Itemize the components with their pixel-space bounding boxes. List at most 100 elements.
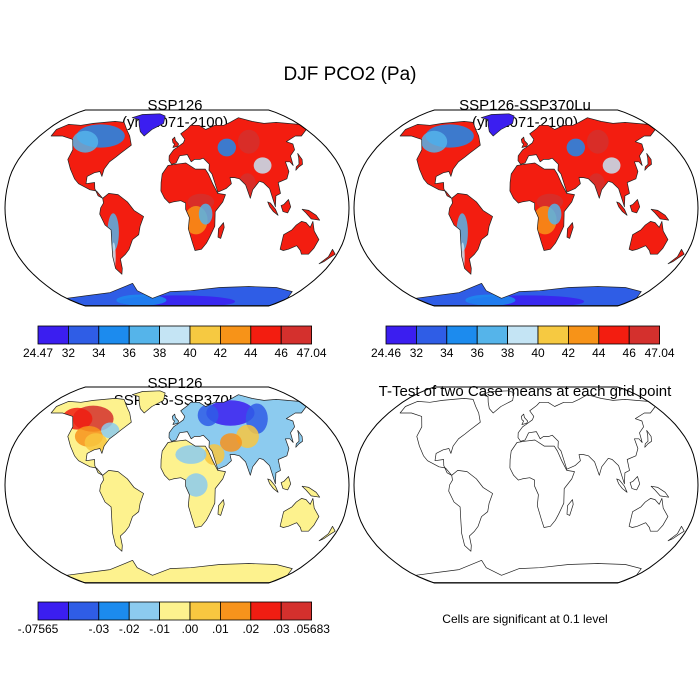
panel1-land-southAmerica — [99, 193, 144, 275]
panel3-colorbar-label-3: -.02 — [119, 622, 140, 636]
panel2-colorbar-cell-9 — [628, 325, 661, 345]
panel2-colorbar-label-2: 32 — [410, 346, 424, 360]
panel1-map-frame — [4, 109, 350, 307]
panel3-colorbar-label-7: .02 — [242, 622, 259, 636]
panel3-coast-newGuinea — [301, 485, 321, 498]
panel1-colorbar-cell-7 — [219, 325, 252, 345]
panel2-colorbar-label-5: 38 — [501, 346, 515, 360]
panel4-coast-sumatra — [616, 478, 628, 493]
panel2-coast-newZealand — [667, 248, 685, 265]
panel3-coast-australia — [279, 498, 320, 532]
panel2-colorbar-cell-6 — [537, 325, 569, 345]
panel1-colorbar-cell-8 — [250, 325, 282, 345]
panel3-colorbar-cell-6 — [189, 601, 221, 621]
panel1-coast-japan — [295, 153, 303, 171]
panel2-map-frame — [353, 109, 699, 307]
panel3-field-patch-10 — [220, 433, 242, 452]
panel2-land-newZealand — [668, 249, 685, 264]
panel2-field-patch-7 — [586, 129, 609, 154]
panel1-land-madagascar — [218, 222, 225, 239]
panel2-colorbar-label-3: 34 — [440, 346, 454, 360]
panel1-colorbar-cell-9 — [280, 325, 313, 345]
panel1-colorbar-cell-6 — [189, 325, 221, 345]
panel1-coast-newZealand — [318, 248, 336, 265]
panel2-coast-southAmerica — [448, 193, 493, 275]
panel3-coast-greenland — [131, 390, 166, 414]
panel1-field-patch-9 — [253, 157, 272, 174]
panel3-coast-madagascar — [217, 499, 225, 516]
panel4-map — [353, 386, 699, 584]
panel1-colorbar-label-9: 46 — [275, 346, 289, 360]
panel3-field-patch-14 — [115, 485, 135, 509]
panel2-colorbar-cell-5 — [507, 325, 539, 345]
panel2-land-britain — [521, 137, 528, 148]
panel4-coast-britain — [520, 413, 528, 425]
panel1-colorbar-label-2: 32 — [62, 346, 76, 360]
panel3-land-newGuinea — [302, 486, 320, 498]
panel3-land-britain — [172, 414, 179, 425]
panel2-coast-borneo — [629, 199, 641, 214]
panel3-coast-eurasia — [168, 394, 307, 485]
panel1-land-newGuinea — [302, 209, 320, 221]
panel1-colorbar-cell-3 — [98, 325, 130, 345]
panel4-note: Cells are significant at 0.1 level — [442, 612, 608, 626]
panel3-land-newZealand — [319, 526, 336, 541]
panel1-land-newZealand — [319, 249, 336, 264]
panel3-colorbar-cell-7 — [219, 601, 252, 621]
panel1-colorbar-cell-5 — [159, 325, 191, 345]
panel2-land-madagascar — [567, 222, 574, 239]
panel3-field-patch-12 — [175, 445, 207, 464]
panel3-field-patch-16 — [196, 569, 287, 581]
panel4-coast-northAmerica — [399, 398, 481, 476]
panel3-colorbar-cell-2 — [68, 601, 100, 621]
panel3-colorbar-label-9: .05683 — [293, 622, 330, 636]
panel1-colorbar-label-8: 44 — [244, 346, 258, 360]
panel1-coast-newGuinea — [301, 208, 321, 221]
panel3-coast-newZealand — [318, 525, 336, 542]
panel2-coast-africa — [509, 162, 575, 251]
panel3-field-patch-4 — [84, 433, 108, 452]
panel1-coast-greenland — [131, 113, 166, 137]
panel1-land-eurasia — [169, 117, 307, 207]
panel3-field-patch-8 — [197, 404, 219, 427]
panel2-colorbar-cell-7 — [568, 325, 600, 345]
panel1-coast-britain — [171, 136, 179, 148]
panel2-land-australia — [629, 221, 668, 255]
panel1-coast-southAmerica — [99, 193, 144, 275]
panel2-colorbar-label-8: 44 — [592, 346, 606, 360]
panel3-map-frame — [4, 386, 350, 584]
panel1-colorbar-label-6: 40 — [183, 346, 197, 360]
panel1-colorbar-label-5: 38 — [153, 346, 167, 360]
panel1-coast-eurasia — [168, 117, 307, 208]
panel4-coast-madagascar — [566, 499, 574, 516]
panel1-land-sumatra — [267, 201, 279, 216]
panel2-field-patch-8 — [566, 138, 585, 157]
panel1-coast-madagascar — [217, 222, 225, 239]
panel2-field-patch-11 — [547, 203, 562, 225]
panel2-coast-sumatra — [616, 201, 628, 216]
panel4-coast-southAmerica — [448, 470, 493, 552]
panel1-field-patch-8 — [217, 138, 236, 157]
panel2-land-newGuinea — [651, 209, 669, 221]
panel2-coast-greenland — [480, 113, 515, 137]
panel4-coast-japan — [644, 430, 652, 448]
panel4-coast-antarctica — [415, 559, 642, 583]
panel2-colorbar-cell-8 — [598, 325, 630, 345]
panel3-title-line1: SSP126 — [147, 375, 203, 392]
panel4-coast-africa — [509, 439, 575, 528]
panel1-coast-northAmerica — [50, 121, 132, 199]
panel1-colorbar-label-4: 36 — [123, 346, 137, 360]
panel2-colorbar-label-6: 40 — [531, 346, 545, 360]
panel1-coast-australia — [279, 221, 320, 255]
panel3-field-patch-6 — [206, 400, 255, 426]
panel2-land-eurasia — [518, 117, 656, 207]
panel1-land-britain — [172, 137, 179, 148]
panel3-colorbar-label-5: .00 — [182, 622, 199, 636]
panel4-coast-newGuinea — [650, 485, 670, 498]
panel3-colorbar-label-8: .03 — [273, 622, 290, 636]
panel3-colorbar-cell-4 — [128, 601, 160, 621]
panel1-coast-sumatra — [267, 201, 279, 216]
panel3-colorbar-label-1: -.07565 — [18, 622, 59, 636]
panel3-colorbar-label-2: -.03 — [88, 622, 109, 636]
panel2-land-southAmerica — [448, 193, 493, 275]
